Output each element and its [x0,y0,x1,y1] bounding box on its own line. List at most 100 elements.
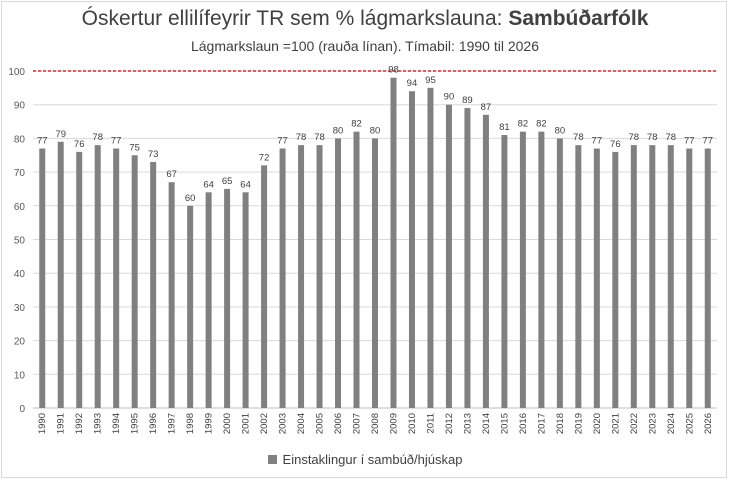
chart-title-regular: Óskertur ellilífeyrir TR sem % lágmarksl… [81,7,509,30]
chart-title: Óskertur ellilífeyrir TR sem % lágmarksl… [0,7,730,31]
bars [39,77,711,409]
y-tick-label: 90 [14,101,26,112]
x-tick-label-1992: 1992 [74,413,85,434]
y-tick-label: 60 [14,202,26,213]
x-tick-label-2004: 2004 [296,413,307,434]
data-label-2024: 78 [665,132,676,143]
x-tick-label-2009: 2009 [388,413,399,434]
data-label-2014: 87 [481,102,492,113]
legend: Einstaklingur í sambúð/hjúskap [0,452,730,467]
data-label-1999: 64 [203,179,214,190]
bar-2023 [649,145,656,408]
x-tick-label-2014: 2014 [481,413,492,434]
y-tick-label: 0 [19,404,25,415]
x-tick-labels: 1990 1991 1992 1993 1994 1995 1996 1997 1998 1999… [37,413,714,434]
x-tick-label-2007: 2007 [352,413,363,434]
x-tick-label-2021: 2021 [610,413,621,434]
data-label-2013: 89 [462,95,473,106]
x-tick-label-2023: 2023 [647,413,658,434]
data-label-2001: 64 [240,179,251,190]
x-tick-label-2022: 2022 [629,413,640,434]
data-label-2023: 78 [647,132,658,143]
x-tick-label-2003: 2003 [278,413,289,434]
data-label-2003: 77 [277,136,288,147]
data-label-2005: 78 [314,132,325,143]
x-tick-label-2001: 2001 [241,413,252,434]
data-label-2012: 90 [444,92,455,103]
x-tick-label-1993: 1993 [93,413,104,434]
x-tick-label-2010: 2010 [407,413,418,434]
x-tick-label-1991: 1991 [56,413,67,434]
bar-1990 [39,148,46,408]
bar-1992 [76,151,83,408]
bar-2007 [353,131,360,408]
data-label-2018: 80 [555,125,566,136]
x-tick-label-1990: 1990 [37,413,48,434]
data-label-2019: 78 [573,132,584,143]
x-tick-label-2005: 2005 [315,413,326,434]
x-tick-label-2008: 2008 [370,413,381,434]
x-tick-label-1996: 1996 [148,413,159,434]
bar-2005 [316,145,323,408]
x-tick-label-2025: 2025 [684,413,695,434]
data-label-2016: 82 [518,119,529,130]
x-tick-label-1995: 1995 [130,413,141,434]
bar-2011 [427,87,434,408]
x-tick-label-2015: 2015 [499,413,510,434]
bar-2008 [372,138,378,408]
y-tick-label: 70 [14,168,26,179]
y-tick-label: 30 [14,303,26,314]
data-label-2007: 82 [351,119,362,130]
x-tick-label-2013: 2013 [462,413,473,434]
data-label-1998: 60 [185,193,196,204]
chart-subtitle: Lágmarkslaun =100 (rauða línan). Tímabil… [190,38,539,54]
x-tick-label-2000: 2000 [222,413,233,434]
bar-2010 [408,91,415,408]
data-label-2000: 65 [222,176,233,187]
x-tick-label-2024: 2024 [666,413,677,434]
bar-2004 [298,145,305,408]
bar-1996 [150,161,157,408]
data-label-1994: 77 [111,136,122,147]
y-tick-label: 100 [8,67,25,78]
bar-2009 [390,77,397,409]
x-tick-label-1998: 1998 [185,413,196,434]
bar-2003 [279,148,286,408]
data-label-2011: 95 [425,75,436,86]
x-tick-label-2002: 2002 [259,413,270,434]
bar-2000 [224,188,231,408]
legend-swatch [267,455,277,464]
bar-2001 [242,192,249,408]
x-tick-label-1997: 1997 [167,413,178,434]
x-tick-label-1994: 1994 [111,413,122,434]
x-tick-label-2012: 2012 [444,413,455,434]
y-tick-label: 20 [14,337,26,348]
bar-2018 [556,138,563,408]
data-label-2021: 76 [610,139,621,150]
data-label-1992: 76 [74,139,85,150]
x-tick-label-1999: 1999 [204,413,215,434]
data-label-2009: 98 [388,65,399,76]
bar-2015 [501,135,508,408]
y-tick-label: 50 [14,236,26,247]
bar-2021 [612,151,619,408]
x-tick-label-2019: 2019 [573,413,584,434]
data-label-2006: 80 [333,125,344,136]
data-label-2017: 82 [536,119,547,130]
x-tick-label-2011: 2011 [425,413,436,433]
y-tick-label: 40 [14,269,26,280]
bar-2026 [704,148,711,408]
y-tick-labels: 0 10 20 30 40 50 60 70 80 90 100 [8,67,25,415]
bar-2019 [575,145,582,408]
bar-2022 [630,145,637,408]
x-tick-label-2006: 2006 [333,413,344,434]
data-label-1990: 77 [37,136,48,147]
data-label-1993: 78 [92,132,103,143]
bar-1997 [168,182,175,408]
data-label-2004: 78 [296,132,307,143]
bar-2017 [538,131,545,408]
bar-2002 [261,165,268,408]
data-label-2022: 78 [629,132,640,143]
bar-1994 [113,148,120,408]
